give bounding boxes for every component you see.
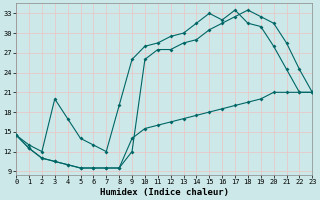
- X-axis label: Humidex (Indice chaleur): Humidex (Indice chaleur): [100, 188, 229, 197]
